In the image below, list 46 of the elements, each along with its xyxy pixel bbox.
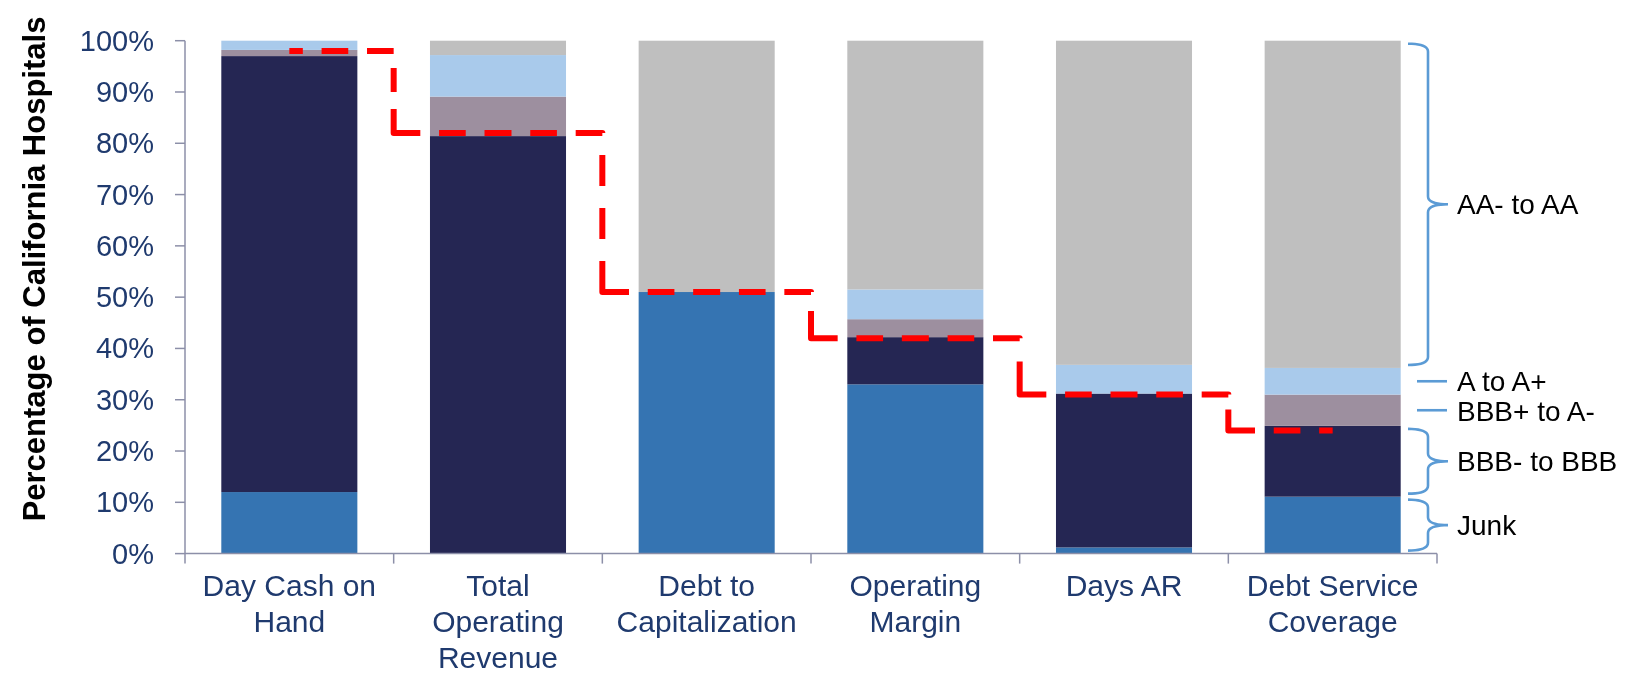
bar: [221, 56, 358, 493]
bar: [221, 40, 358, 50]
bar: [1264, 40, 1401, 368]
bar: [847, 337, 984, 385]
bar: [1264, 496, 1401, 554]
bar: [847, 40, 984, 290]
bar: [429, 40, 567, 56]
y-tick-label: 70%: [95, 178, 154, 211]
bar: [221, 492, 358, 554]
x-tick-label: Day Cash on Hand: [202, 569, 377, 638]
text: AA- to AA: [1457, 188, 1579, 220]
y-tick-label: 80%: [95, 127, 154, 160]
y-tick-label: 50%: [95, 281, 154, 314]
y-tick-label: 60%: [95, 229, 154, 262]
y-tick-label: 40%: [95, 332, 154, 365]
x-tick-label: Operating Margin: [849, 569, 982, 638]
x-tick-label: Days AR: [1065, 569, 1183, 602]
y-tick-label: 90%: [95, 75, 154, 108]
bar: [638, 40, 775, 293]
y-tick-label: 0%: [112, 537, 154, 570]
bar: [1055, 547, 1193, 554]
bar: [429, 96, 567, 137]
text: BBB+ to A-: [1457, 395, 1595, 427]
text: BBB- to BBB: [1457, 445, 1618, 477]
y-tick-label: 10%: [95, 486, 154, 519]
bar: [1264, 394, 1401, 426]
text: A to A+: [1457, 365, 1547, 397]
bar: [1055, 393, 1193, 548]
bar: [847, 289, 984, 320]
y-tick-label: 100%: [79, 24, 154, 57]
bar: [1264, 425, 1401, 497]
bar: [1055, 40, 1193, 365]
y-axis-title: Percentage of California Hospitals: [16, 16, 52, 522]
y-tick-label: 20%: [95, 435, 154, 468]
bar: [638, 292, 775, 554]
y-tick-label: 30%: [95, 383, 154, 416]
bar: [847, 384, 984, 554]
bar: [1264, 367, 1401, 395]
x-tick-label: Total Operating Revenue: [432, 569, 564, 674]
bar: [1055, 364, 1193, 394]
bar: [429, 136, 567, 554]
x-tick-label: Debt to Capitalization: [616, 569, 797, 638]
x-tick-label: Debt Service Coverage: [1246, 569, 1419, 638]
bar: [429, 55, 567, 97]
text: Junk: [1457, 509, 1518, 541]
bar: [847, 319, 984, 338]
